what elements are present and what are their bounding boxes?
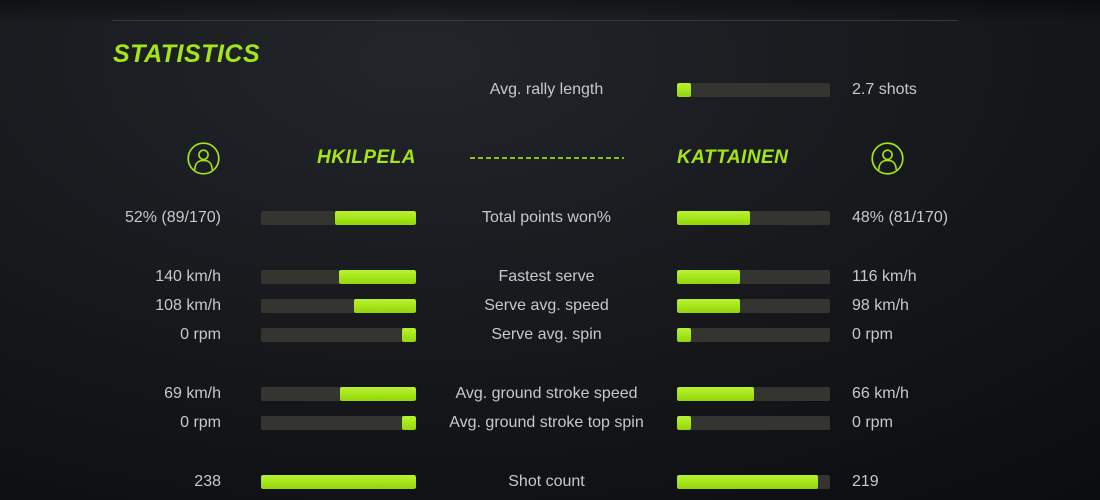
- right-stat-bar: [677, 474, 830, 489]
- left-player-avatar: [0, 141, 261, 175]
- right-stat-bar: [677, 298, 830, 313]
- left-stat-bar-fill: [338, 269, 416, 284]
- person-icon: [871, 141, 904, 175]
- left-stat-bar-fill: [402, 415, 416, 430]
- rally-length-row: Avg. rally length 2.7 shots: [0, 75, 1100, 104]
- right-stat-bar: [677, 386, 830, 401]
- left-stat-value: 52% (89/170): [124, 208, 221, 226]
- right-stat-bar-fill: [677, 269, 740, 284]
- page-title: STATISTICS: [113, 40, 261, 68]
- left-stat-bar: [261, 386, 416, 401]
- rally-length-bar: [677, 82, 830, 97]
- right-stat-bar-fill: [677, 298, 740, 313]
- stats-table: 52% (89/170) Total points won% 48% (81/1…: [0, 203, 1100, 496]
- right-stat-value: 48% (81/170): [852, 208, 949, 226]
- right-stat-value: 0 rpm: [852, 325, 893, 343]
- right-stat-bar-fill: [677, 327, 691, 342]
- right-stat-value: 116 km/h: [852, 267, 917, 285]
- stat-row-ground-stroke-speed: 69 km/h Avg. ground stroke speed 66 km/h: [0, 379, 1100, 408]
- stat-label: Total points won%: [482, 208, 611, 226]
- stat-label: Avg. ground stroke speed: [455, 384, 638, 402]
- left-stat-bar: [261, 298, 416, 313]
- left-stat-value: 238: [194, 472, 221, 490]
- left-stat-value: 108 km/h: [155, 296, 221, 314]
- right-stat-value: 66 km/h: [852, 384, 909, 402]
- right-player-avatar: [830, 141, 1100, 175]
- right-stat-bar: [677, 327, 830, 342]
- left-stat-value: 140 km/h: [155, 267, 221, 285]
- stat-label: Avg. ground stroke top spin: [449, 413, 644, 431]
- person-icon: [187, 141, 220, 175]
- right-stat-bar: [677, 415, 830, 430]
- right-stat-bar-fill: [677, 474, 818, 489]
- right-player-name: KATTAINEN: [677, 147, 789, 168]
- left-stat-bar-fill: [340, 386, 416, 401]
- rally-length-label: Avg. rally length: [489, 80, 604, 98]
- left-player-name: HKILPELA: [317, 147, 416, 168]
- stat-label: Serve avg. speed: [484, 296, 609, 314]
- left-stat-bar-fill: [402, 327, 416, 342]
- right-stat-bar-fill: [677, 210, 751, 225]
- left-stat-value: 0 rpm: [180, 325, 221, 343]
- stat-row-shot-count: 238 Shot count 219: [0, 467, 1100, 496]
- right-stat-value: 98 km/h: [852, 296, 909, 314]
- players-row: HKILPELA KATTAINEN: [0, 135, 1100, 181]
- left-stat-bar-fill: [335, 210, 416, 225]
- players-divider: [416, 157, 677, 159]
- stat-row-total-points: 52% (89/170) Total points won% 48% (81/1…: [0, 203, 1100, 232]
- left-stat-bar: [261, 327, 416, 342]
- stat-row-ground-stroke-top-spin: 0 rpm Avg. ground stroke top spin 0 rpm: [0, 408, 1100, 437]
- left-stat-bar: [261, 269, 416, 284]
- right-stat-bar-fill: [677, 386, 754, 401]
- left-stat-bar-fill: [261, 474, 416, 489]
- left-stat-bar: [261, 210, 416, 225]
- left-stat-value: 69 km/h: [164, 384, 221, 402]
- right-stat-value: 0 rpm: [852, 413, 893, 431]
- right-stat-bar: [677, 210, 830, 225]
- stat-label: Shot count: [508, 472, 585, 490]
- left-stat-bar: [261, 415, 416, 430]
- right-stat-bar: [677, 269, 830, 284]
- right-stat-bar-fill: [677, 415, 691, 430]
- header-divider-line: [112, 20, 958, 21]
- left-stat-bar: [261, 474, 416, 489]
- rally-length-bar-fill: [677, 82, 691, 97]
- stat-label: Serve avg. spin: [491, 325, 602, 343]
- stat-row-serve-avg-spin: 0 rpm Serve avg. spin 0 rpm: [0, 320, 1100, 349]
- rally-length-value: 2.7 shots: [852, 80, 917, 98]
- left-stat-value: 0 rpm: [180, 413, 221, 431]
- right-stat-value: 219: [852, 472, 879, 490]
- left-stat-bar-fill: [354, 298, 416, 313]
- stat-row-fastest-serve: 140 km/h Fastest serve 116 km/h: [0, 262, 1100, 291]
- stat-label: Fastest serve: [498, 267, 595, 285]
- stat-row-serve-avg-speed: 108 km/h Serve avg. speed 98 km/h: [0, 291, 1100, 320]
- dashed-line: [469, 157, 624, 159]
